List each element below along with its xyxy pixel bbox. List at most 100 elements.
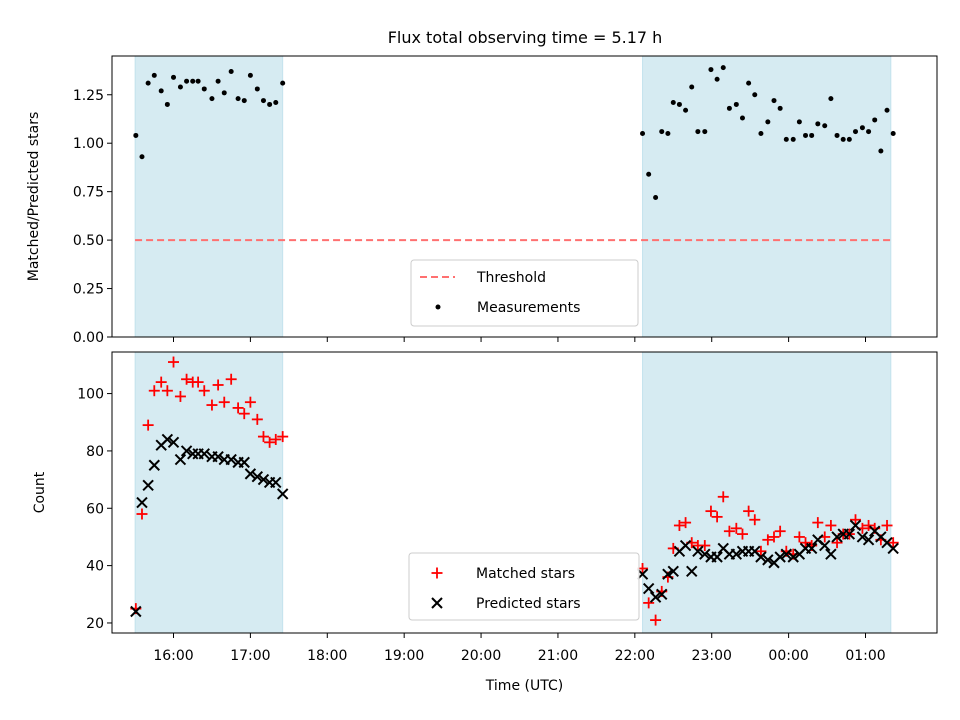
count-y-tick-label: 80 xyxy=(86,444,104,460)
count-panel: 20 40 60 80 100 16:00 17:00 18:00 19:00 20:00 21:0… xyxy=(32,351,938,694)
x-tick-label: 23:00 xyxy=(692,648,732,664)
count-y-tick-label: 60 xyxy=(86,501,104,517)
matched-star-point xyxy=(743,505,755,517)
measurement-point xyxy=(859,125,865,131)
matched-star-point xyxy=(825,519,837,531)
count-observing-window-2 xyxy=(642,351,892,634)
matched-star-point xyxy=(136,508,148,520)
measurement-point xyxy=(254,86,260,92)
count-y-axis-label: Count xyxy=(32,471,48,513)
x-tick-label: 19:00 xyxy=(384,648,424,664)
predicted-star-point xyxy=(136,496,148,509)
predicted-star-point xyxy=(849,519,862,532)
measurement-point xyxy=(676,101,682,107)
ratio-y-tick-label: 0.50 xyxy=(73,233,104,249)
measurement-point xyxy=(726,105,732,111)
legend-predicted-label: Predicted stars xyxy=(476,596,581,612)
matched-star-point xyxy=(650,614,662,626)
predicted-star-point xyxy=(225,453,237,466)
measurement-point xyxy=(280,80,286,86)
matched-star-point xyxy=(257,431,269,443)
predicted-star-point xyxy=(270,476,282,489)
count-legend: Matched stars Predicted stars xyxy=(408,552,640,621)
matched-star-point xyxy=(736,528,748,540)
x-tick-label: 17:00 xyxy=(230,648,270,664)
x-tick-label: 21:00 xyxy=(538,648,578,664)
measurement-point xyxy=(852,129,858,135)
matched-star-point xyxy=(812,517,824,529)
predicted-star-point xyxy=(251,471,264,483)
predicted-star-point xyxy=(755,551,767,563)
predicted-star-point xyxy=(148,459,160,471)
count-y-tick-label: 100 xyxy=(77,387,104,403)
measurement-point xyxy=(171,74,177,80)
matched-star-point xyxy=(218,396,230,408)
matched-star-point xyxy=(849,514,861,526)
x-tick-label: 16:00 xyxy=(153,648,193,664)
predicted-star-point xyxy=(662,568,674,580)
predicted-star-point xyxy=(667,565,679,578)
count-legend-box xyxy=(408,552,640,621)
ratio-y-axis-label: Matched/Predicted stars xyxy=(26,112,42,282)
matched-star-point xyxy=(270,433,282,445)
measurement-point xyxy=(872,117,878,123)
predicted-star-point xyxy=(699,548,711,560)
predicted-star-point xyxy=(130,605,142,618)
measurement-point xyxy=(151,72,157,78)
legend-threshold-label: Threshold xyxy=(476,270,546,286)
ratio-y-tick-label: 1.00 xyxy=(73,136,104,152)
x-tick-label: 01:00 xyxy=(845,648,885,664)
predicted-star-point xyxy=(257,473,270,486)
predicted-star-point xyxy=(805,542,818,555)
ratio-panel: 0.00 0.25 0.50 0.75 1.00 1.25 Matched/Predict… xyxy=(26,55,938,346)
measurement-point xyxy=(190,78,196,84)
measurement-point xyxy=(201,86,207,92)
matched-star-point xyxy=(673,519,685,531)
matched-star-point xyxy=(244,396,256,408)
predicted-star-point xyxy=(174,453,187,466)
matched-star-point xyxy=(168,356,180,368)
matched-star-point xyxy=(881,519,893,531)
measurement-point xyxy=(164,101,170,107)
measurement-point xyxy=(878,148,884,154)
measurement-point xyxy=(640,131,646,137)
predicted-star-point xyxy=(642,582,655,595)
count-panel-frame xyxy=(111,351,938,634)
matched-star-point xyxy=(749,514,761,526)
predicted-star-point xyxy=(238,456,250,469)
measurement-point xyxy=(758,131,764,137)
matched-star-point xyxy=(768,531,780,543)
measurement-point xyxy=(195,78,201,84)
measurement-point xyxy=(890,131,896,137)
x-tick-label: 22:00 xyxy=(615,648,655,664)
measurement-point xyxy=(665,131,671,137)
measurement-point xyxy=(646,171,652,177)
count-y-tick-label: 20 xyxy=(86,616,104,632)
measurement-point xyxy=(783,136,789,142)
matched-star-point xyxy=(277,431,289,443)
measurement-point xyxy=(815,121,821,127)
chart-title: Flux total observing time = 5.17 h xyxy=(388,28,663,47)
predicted-star-point xyxy=(649,591,662,603)
matched-star-point xyxy=(755,545,767,557)
matched-star-point xyxy=(142,419,154,431)
predicted-star-point xyxy=(730,548,743,560)
predicted-star-point xyxy=(692,545,704,557)
ratio-y-tick-label: 1.25 xyxy=(73,88,104,104)
predicted-star-point xyxy=(686,565,698,578)
measurement-point xyxy=(771,98,777,104)
measurement-point xyxy=(221,90,227,96)
predicted-star-point xyxy=(887,542,899,555)
measurement-point xyxy=(670,100,676,106)
measurement-point xyxy=(809,132,815,138)
matched-star-point xyxy=(174,390,186,402)
measurement-point xyxy=(846,136,852,142)
count-observing-window-1 xyxy=(134,351,284,634)
matched-star-point xyxy=(680,517,692,529)
x-tick-label: 00:00 xyxy=(768,648,808,664)
matched-star-point xyxy=(238,408,250,420)
measurement-point xyxy=(708,67,714,73)
x-tick-label: 20:00 xyxy=(461,648,501,664)
matched-star-point xyxy=(705,505,717,517)
